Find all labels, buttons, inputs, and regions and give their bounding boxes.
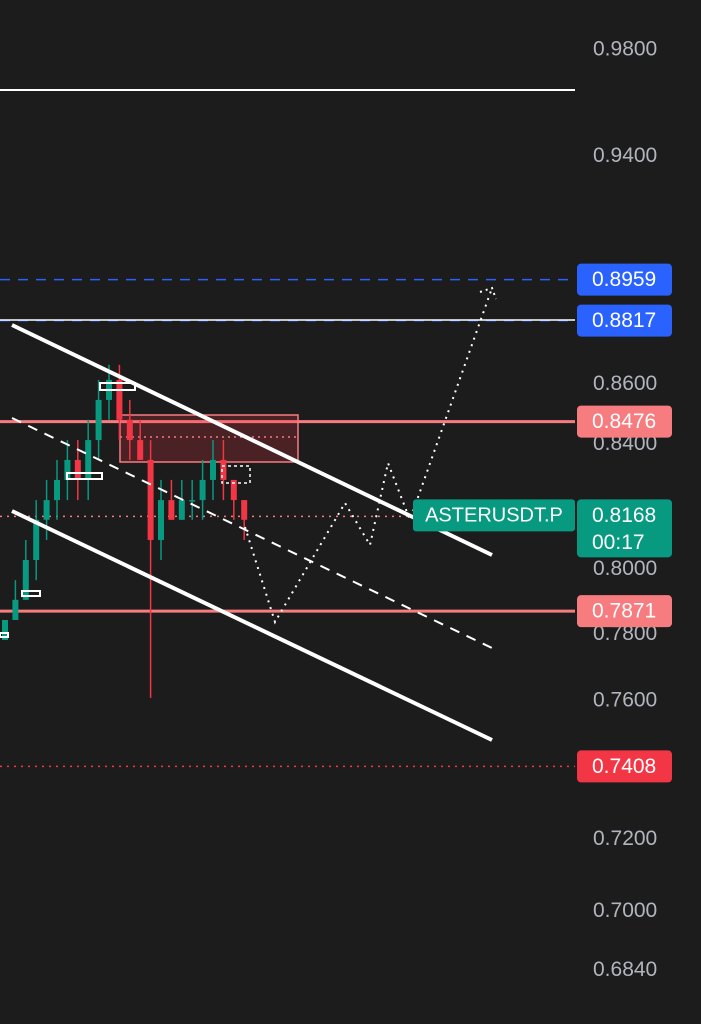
zone-box — [119, 414, 299, 463]
candle-body — [64, 459, 71, 480]
price-tag — [577, 595, 672, 628]
price-tag — [577, 405, 672, 438]
price-tag — [577, 750, 672, 783]
candle-body — [22, 559, 29, 600]
candle-body — [241, 500, 248, 520]
candle-body — [12, 599, 19, 620]
y-tick-label: 0.9400 — [593, 144, 657, 167]
price-tag-label: 0.7408 — [592, 755, 656, 778]
y-tick-label: 0.7600 — [593, 688, 657, 711]
projection-arrow — [479, 286, 497, 300]
price-tag-label: 0.8168 — [592, 504, 656, 527]
price-tag-label: 0.8817 — [592, 309, 656, 332]
y-tick-label: 0.9800 — [593, 37, 657, 60]
marker-box — [21, 590, 41, 597]
candle-body — [189, 500, 196, 502]
price-axis: 0.9800 0.9400 0.8600 0.8400 0.8000 0.7800 0.76… — [593, 37, 657, 981]
candle-body — [230, 479, 237, 501]
price-tag-label: 0.8476 — [592, 410, 656, 433]
candle-body — [158, 500, 164, 540]
candle-body — [168, 500, 175, 520]
y-tick-label: 0.7800 — [593, 622, 657, 645]
candle-body — [147, 459, 154, 540]
candle-body — [74, 459, 81, 480]
symbol-tag — [413, 499, 575, 532]
price-tags: 0.8959 0.8817 0.8476 ASTERUSDT.P 0.8168 00:17… — [413, 263, 672, 783]
marker-box — [221, 465, 251, 484]
candle-body — [2, 619, 8, 640]
projection-path — [244, 287, 493, 625]
price-tag — [577, 263, 672, 296]
price-tag-label: 0.8959 — [592, 268, 656, 291]
candle-body — [210, 459, 216, 480]
y-tick-label: 0.6840 — [593, 958, 657, 981]
candle-body — [43, 500, 50, 520]
candle-body — [85, 440, 92, 480]
candle-body — [33, 519, 40, 560]
candle-body — [95, 399, 102, 441]
candle-body — [126, 419, 133, 441]
price-tag-label: 0.7871 — [592, 600, 656, 623]
countdown-label: 00:17 — [592, 531, 645, 554]
candle-body — [54, 479, 60, 501]
marker-box — [99, 382, 136, 391]
candle-body — [116, 379, 123, 420]
y-tick-label: 0.8400 — [593, 432, 657, 455]
trendline — [11, 509, 493, 742]
marker-box — [0, 632, 9, 638]
symbol-label: ASTERUSDT.P — [425, 505, 563, 527]
y-tick-label: 0.8000 — [593, 557, 657, 580]
candle-body — [137, 440, 144, 460]
y-tick-label: 0.7200 — [593, 827, 657, 850]
candle-body — [220, 459, 227, 480]
marker-box — [66, 472, 103, 480]
candle-body — [178, 500, 185, 520]
price-tag — [577, 304, 672, 337]
candle-body — [199, 479, 206, 501]
price-tag — [577, 499, 672, 558]
y-tick-label: 0.8600 — [593, 372, 657, 395]
y-tick-label: 0.7000 — [593, 899, 657, 922]
